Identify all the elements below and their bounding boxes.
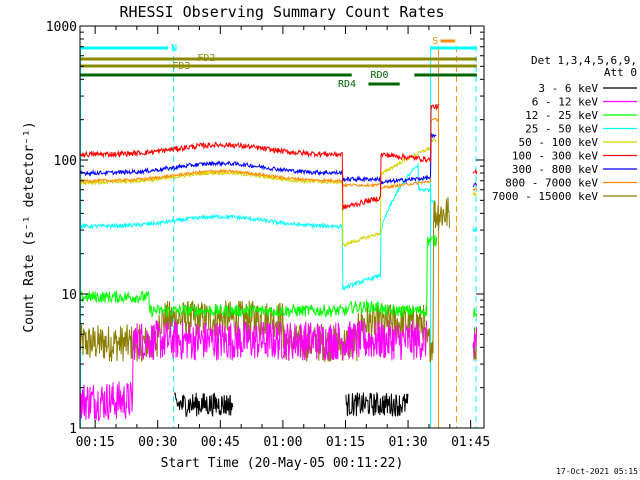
series-line	[79, 132, 478, 188]
legend-label: 300 - 800 keV	[512, 163, 598, 176]
y-tick-label: 1	[69, 422, 77, 437]
x-tick-label: 01:00	[263, 435, 302, 450]
series-line	[79, 163, 478, 291]
x-tick-label: 00:15	[76, 435, 115, 450]
flag-label: FD2	[197, 53, 215, 64]
legend-label: 12 - 25 keV	[525, 109, 598, 122]
flag-label: RD4	[338, 79, 356, 90]
x-tick-label: 01:30	[388, 435, 427, 450]
flag-label: N	[171, 43, 177, 54]
flag-label: RD0	[371, 70, 389, 81]
legend-label: 800 - 7000 keV	[505, 177, 598, 190]
legend-label: 6 - 12 keV	[532, 96, 599, 109]
x-tick-label: 01:15	[326, 435, 365, 450]
legend-label: 50 - 100 keV	[519, 136, 599, 149]
legend-header-line: Det 1,3,4,5,6,9,	[531, 54, 637, 67]
y-tick-label: 100	[54, 154, 77, 169]
x-tick-label: 00:45	[201, 435, 240, 450]
legend-label: 100 - 300 keV	[512, 150, 598, 163]
series-line	[79, 117, 478, 192]
x-tick-label: 01:45	[451, 435, 490, 450]
series-line	[174, 391, 409, 418]
legend-label: 7000 - 15000 keV	[492, 190, 598, 203]
x-tick-label: 00:30	[138, 435, 177, 450]
series-line	[79, 320, 477, 422]
y-axis-label: Count Rate (s⁻¹ detector⁻¹)	[22, 121, 37, 332]
chart-title: RHESSI Observing Summary Count Rates	[119, 3, 444, 21]
legend-header-line: Att 0	[604, 66, 637, 79]
flag-label: FD3	[172, 61, 190, 72]
series-line	[79, 234, 478, 319]
y-tick-label: 10	[61, 288, 77, 303]
plot-frame	[79, 25, 485, 429]
y-tick-label: 1000	[46, 20, 77, 35]
footer-timestamp: 17-Oct-2021 05:15	[556, 467, 638, 476]
x-axis-label: Start Time (20-May-05 00:11:22)	[161, 456, 404, 471]
series-line	[79, 103, 478, 211]
series-line	[79, 138, 477, 248]
legend-label: 3 - 6 keV	[538, 82, 598, 95]
flag-label: S	[432, 36, 438, 47]
legend-label: 25 - 50 keV	[525, 123, 598, 136]
